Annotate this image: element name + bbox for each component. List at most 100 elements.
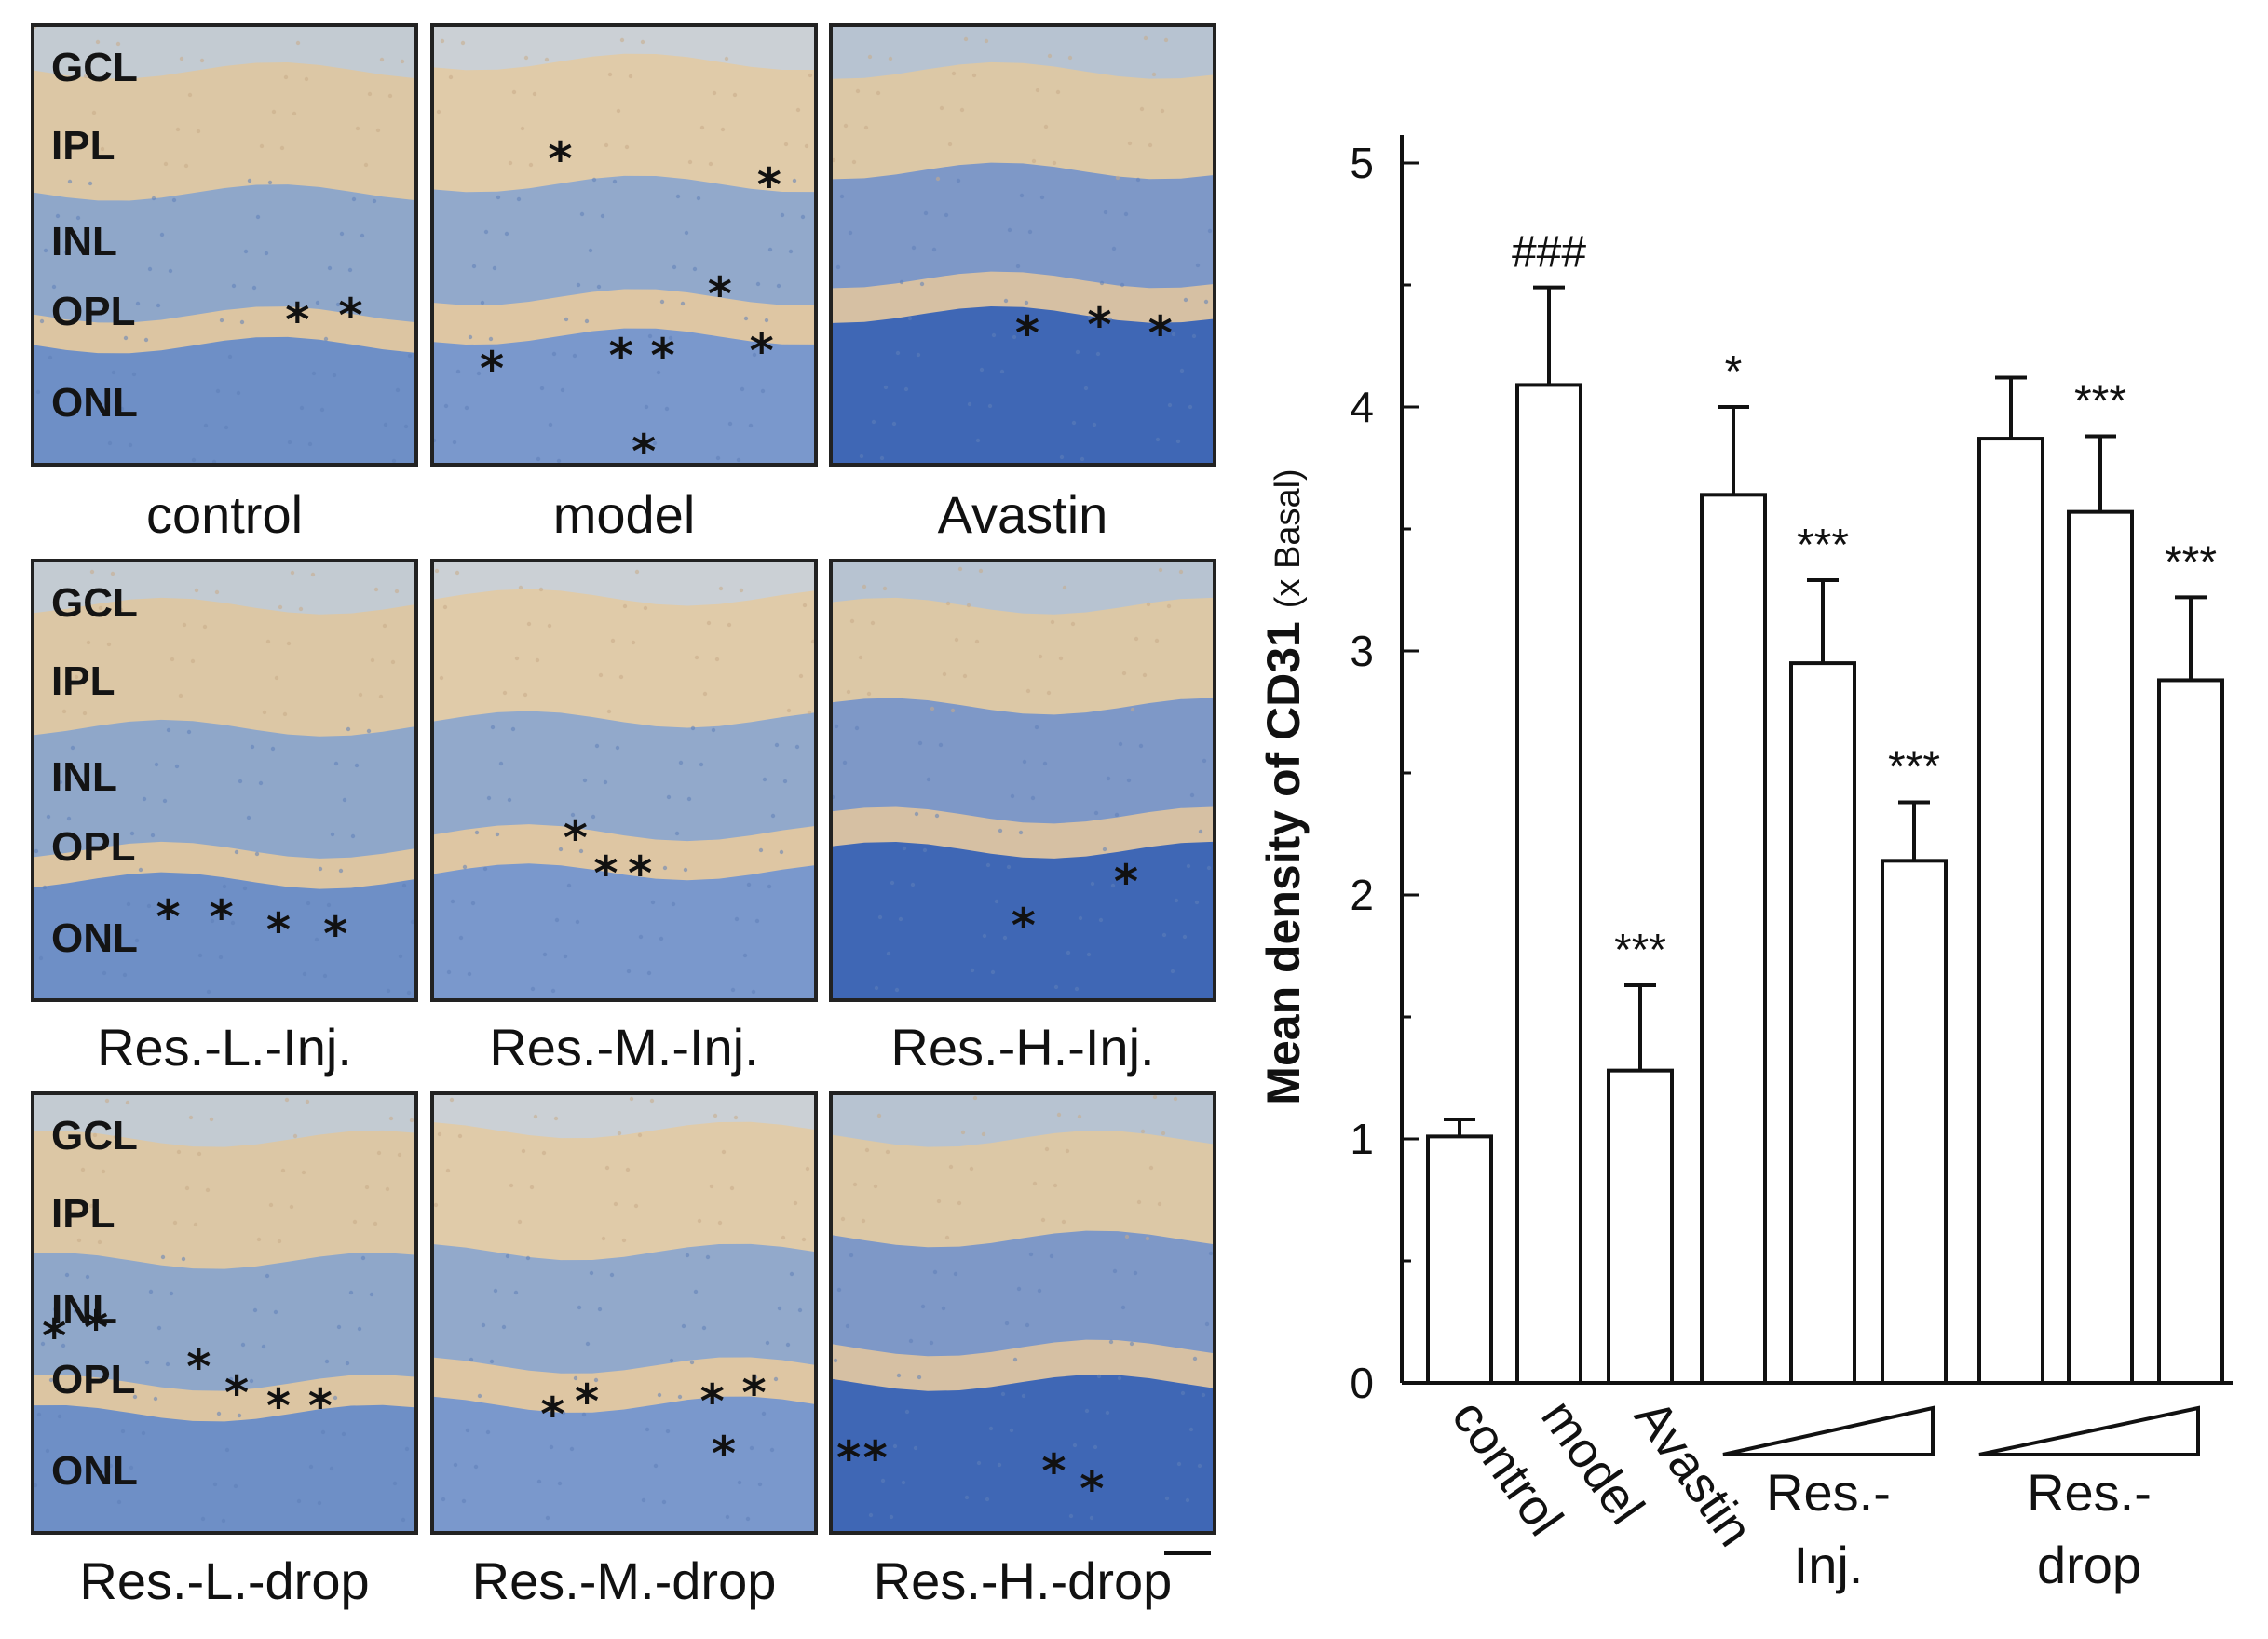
cell-texture-dot [566,883,572,888]
cell-texture-dot [231,283,237,289]
cell-texture-dot [215,388,221,394]
cell-texture-dot [1157,1201,1162,1207]
cell-texture-dot [1047,53,1053,59]
cell-texture-dot [706,620,712,626]
cell-texture-dot [948,1164,954,1170]
cell-texture-dot [240,1342,246,1348]
cell-texture-dot [1148,142,1153,148]
cell-texture-dot [1114,812,1120,818]
cell-texture-dot [551,351,557,357]
cell-texture-dot [749,1445,754,1451]
cell-texture-dot [236,390,241,396]
cell-texture-dot [626,968,632,974]
cell-texture-dot [209,1117,214,1122]
cell-texture-dot [401,883,407,888]
cell-texture-dot [594,743,600,749]
cell-texture-dot [1028,1252,1034,1257]
cell-texture-dot [1039,195,1045,200]
cell-texture-dot [672,264,677,270]
cell-texture-dot [653,1463,659,1469]
bar [1426,1134,1493,1385]
cell-texture-dot [468,334,473,340]
cell-texture-dot [1027,229,1033,235]
cell-texture-dot [367,91,373,97]
cell-texture-dot [1035,88,1040,93]
cell-texture-dot [997,1462,1002,1468]
cell-texture-dot [898,916,903,922]
cell-texture-dot [329,1466,334,1471]
cell-texture-dot [1191,333,1197,339]
cell-texture-dot [1155,437,1161,442]
cell-texture-dot [1107,317,1113,322]
cell-texture-dot [366,728,372,734]
tissue-layer-band [34,1252,414,1392]
cell-texture-dot [1002,935,1008,941]
cell-texture-dot [1130,707,1135,712]
cell-texture-dot [852,1182,858,1187]
cell-texture-dot [151,196,156,201]
cell-texture-dot [730,987,736,993]
cell-texture-dot [1080,1479,1086,1484]
cell-texture-dot [36,1412,42,1417]
cell-texture-dot [442,604,448,610]
cell-texture-dot [370,657,375,663]
cell-texture-dot [603,779,608,785]
cell-texture-dot [774,742,780,748]
cell-texture-dot [598,672,604,678]
cell-texture-dot [1059,454,1065,460]
cell-texture-dot [656,370,661,375]
cell-texture-dot [1022,759,1027,765]
tissue-layer-band [434,1121,814,1262]
cell-texture-dot [896,1373,902,1378]
cell-texture-dot [781,1235,786,1240]
cell-texture-dot [1077,1114,1082,1119]
vessel-marker-asterisk: * [265,902,292,957]
cell-texture-dot [406,990,412,996]
cell-texture-dot [126,901,131,907]
cell-texture-dot [916,352,921,358]
tissue-layer-band [833,27,1213,80]
tissue-layer-band [434,27,814,72]
cell-texture-dot [458,935,464,941]
cell-texture-dot [1166,603,1172,609]
cell-texture-dot [242,886,248,891]
cell-texture-dot [304,76,309,82]
cell-texture-dot [908,1338,914,1344]
cell-texture-dot [926,777,931,782]
cell-texture-dot [581,1412,587,1417]
cell-texture-dot [859,454,864,459]
bar [2157,678,2224,1385]
cell-texture-dot [166,727,171,733]
cell-texture-dot [174,764,180,769]
cell-texture-dot [391,458,397,463]
cell-texture-dot [891,421,897,427]
cell-texture-dot [836,1287,842,1293]
cell-texture-dot [510,726,516,732]
cell-texture-dot [601,1236,606,1241]
cell-texture-dot [355,126,360,131]
cell-texture-dot [299,405,305,411]
cell-texture-dot [60,320,65,326]
cell-texture-dot [736,457,741,463]
cell-texture-dot [1055,89,1061,95]
cell-texture-dot [1012,334,1017,340]
cell-texture-dot [446,969,452,975]
cell-texture-dot [998,828,1003,833]
cell-texture-dot [1124,1234,1130,1239]
cell-texture-dot [779,849,784,855]
cell-texture-dot [804,143,809,149]
cell-texture-dot [972,1095,978,1101]
vessel-marker-asterisk: * [650,328,675,383]
cell-texture-dot [514,656,520,661]
cell-texture-dot [284,1097,290,1103]
cell-texture-dot [142,796,147,802]
cell-texture-dot [739,588,744,593]
cell-texture-dot [693,1289,699,1294]
cell-texture-dot [1038,654,1043,659]
micrograph-panel: * * * [430,559,818,1002]
tissue-layer-band [34,336,414,463]
cell-texture-dot [848,230,853,236]
cell-texture-dot [737,1480,742,1485]
cell-texture-dot [364,1185,370,1190]
cell-texture-dot [160,1254,166,1260]
